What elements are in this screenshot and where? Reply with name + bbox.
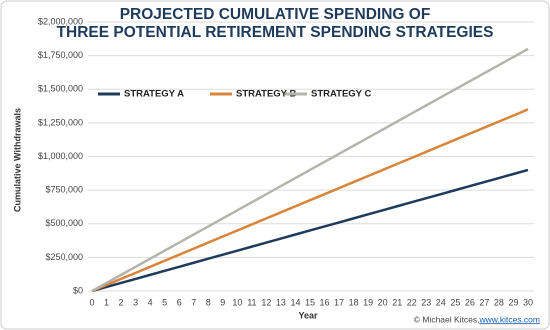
series-line	[91, 168, 529, 293]
y-tick-label: $1,250,000	[38, 117, 83, 127]
x-tick-label: 3	[133, 297, 138, 307]
y-tick-label: $500,000	[45, 218, 83, 228]
y-tick-label: $250,000	[45, 252, 83, 262]
x-tick-label: 4	[148, 297, 153, 307]
x-tick-label: 9	[220, 297, 225, 307]
x-tick-label: 1	[104, 297, 109, 307]
x-tick-label: 30	[523, 297, 533, 307]
legend-label: STRATEGY C	[311, 89, 371, 100]
x-tick-label: 14	[290, 297, 300, 307]
x-tick-label: 7	[191, 297, 196, 307]
x-tick-label: 10	[232, 297, 242, 307]
x-tick-label: 26	[465, 297, 475, 307]
x-tick-label: 22	[407, 297, 417, 307]
source: © Michael Kitces,	[414, 314, 480, 324]
x-tick-label: 29	[508, 297, 518, 307]
y-tick-label: $1,750,000	[38, 50, 83, 60]
series-line	[91, 108, 529, 293]
x-tick-label: 23	[421, 297, 431, 307]
x-tick-label: 8	[206, 297, 211, 307]
x-tick-label: 2	[119, 297, 124, 307]
series-line	[91, 47, 529, 293]
x-tick-label: 15	[305, 297, 315, 307]
x-tick-label: 6	[177, 297, 182, 307]
y-axis-label: Cumulative Withdrawals	[12, 108, 22, 212]
x-tick-label: 20	[378, 297, 388, 307]
x-tick-label: 17	[334, 297, 344, 307]
y-tick-label: $1,000,000	[38, 151, 83, 161]
x-tick-label: 25	[450, 297, 460, 307]
x-tick-label: 0	[89, 297, 94, 307]
x-tick-label: 21	[392, 297, 402, 307]
x-tick-label: 18	[349, 297, 359, 307]
x-tick-label: 13	[276, 297, 286, 307]
x-tick-label: 19	[363, 297, 373, 307]
x-tick-label: 5	[162, 297, 167, 307]
x-tick-label: 11	[247, 297, 256, 307]
y-tick-label: $2,000,000	[38, 16, 83, 26]
chart-title: THREE POTENTIAL RETIREMENT SPENDING STRA…	[57, 24, 494, 41]
legend-label: STRATEGY B	[236, 89, 296, 100]
x-tick-label: 28	[494, 297, 504, 307]
source-link[interactable]: www.kitces.com	[479, 314, 540, 324]
x-tick-label: 24	[436, 297, 446, 307]
y-tick-label: $750,000	[45, 185, 83, 195]
legend-label: STRATEGY A	[124, 89, 184, 100]
x-tick-label: 16	[320, 297, 330, 307]
x-axis-label: Year	[298, 310, 318, 320]
y-tick-label: $0	[73, 285, 83, 295]
chart-title: PROJECTED CUMULATIVE SPENDING OF	[120, 6, 431, 23]
x-tick-label: 12	[261, 297, 271, 307]
x-tick-label: 27	[479, 297, 489, 307]
y-tick-label: $1,500,000	[38, 84, 83, 94]
